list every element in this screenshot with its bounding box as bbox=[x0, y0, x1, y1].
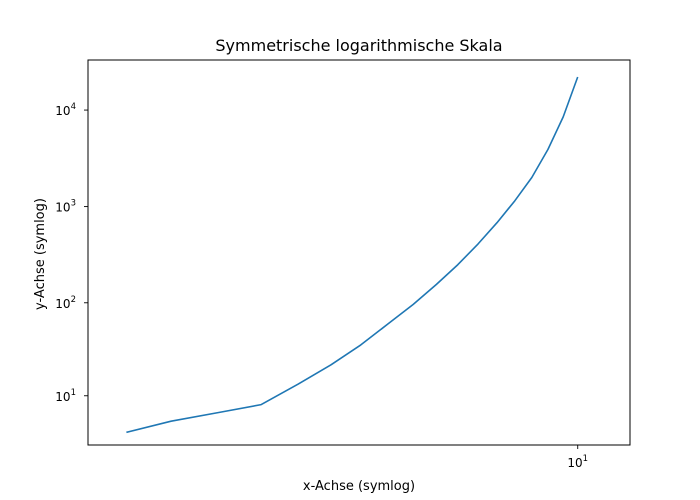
y-tick-label-3: 104 bbox=[55, 102, 76, 118]
x-tick-label-0: 101 bbox=[567, 454, 588, 470]
chart-title: Symmetrische logarithmische Skala bbox=[215, 36, 502, 55]
plot-area: 101 101 102 103 104 bbox=[55, 59, 631, 470]
y-axis-label: y-Achse (symlog) bbox=[33, 198, 48, 310]
y-tick-label-2: 103 bbox=[55, 199, 76, 215]
y-tick-label-0: 101 bbox=[55, 388, 76, 404]
axes-frame bbox=[87, 59, 631, 446]
x-axis-label: x-Achse (symlog) bbox=[303, 479, 415, 494]
y-tick-label-1: 102 bbox=[55, 295, 76, 311]
series-line-0 bbox=[126, 76, 579, 434]
